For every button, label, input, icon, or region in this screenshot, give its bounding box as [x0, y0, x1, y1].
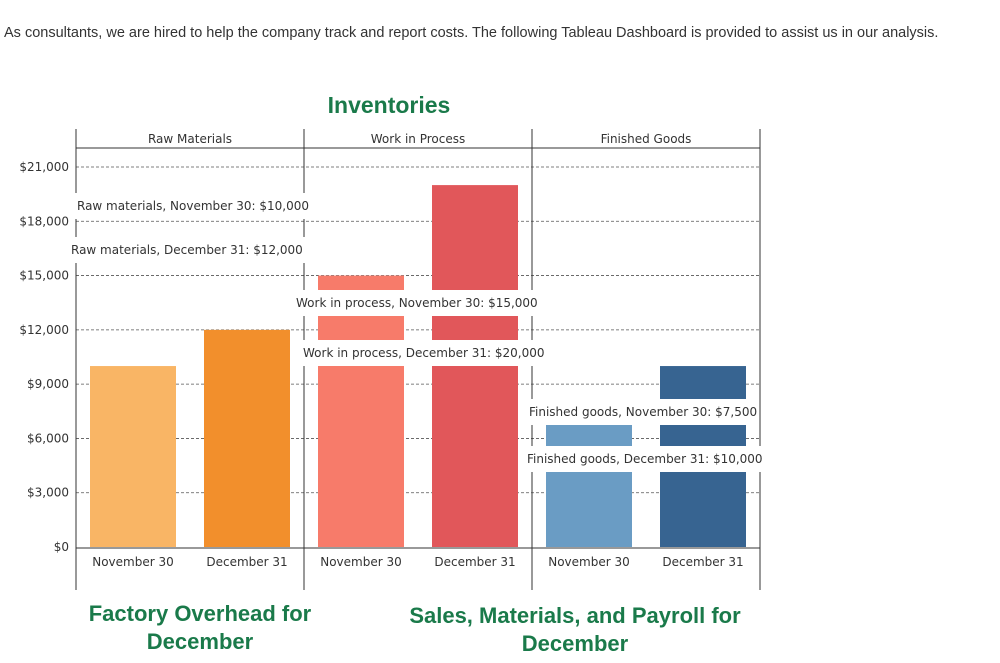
- y-tick-label: $12,000: [19, 323, 69, 337]
- panel-header: Raw Materials: [148, 132, 232, 146]
- annotation-background: [527, 399, 760, 425]
- x-category-label: November 30: [548, 555, 630, 569]
- bar-raw-materials-dec: [204, 329, 290, 547]
- annotation-label: Finished goods, November 30: $7,500: [529, 405, 757, 419]
- annotation-label: Work in process, December 31: $20,000: [303, 346, 545, 360]
- annotation-background: [301, 340, 547, 366]
- y-tick-label: $3,000: [27, 486, 69, 500]
- x-category-label: November 30: [92, 555, 174, 569]
- x-category-label: November 30: [320, 555, 402, 569]
- chart-title: Inventories: [327, 92, 451, 118]
- panel-header: Finished Goods: [601, 132, 692, 146]
- annotation-background: [525, 446, 765, 472]
- y-tick-label: $15,000: [19, 269, 69, 283]
- annotation-label: Work in process, November 30: $15,000: [296, 296, 538, 310]
- intro-text: As consultants, we are hired to help the…: [4, 25, 939, 41]
- x-category-label: December 31: [206, 555, 287, 569]
- y-tick-label: $9,000: [27, 377, 69, 391]
- bar-work-in-process-nov: [318, 275, 404, 547]
- annotation-background: [294, 290, 540, 316]
- y-tick-label: $18,000: [19, 214, 69, 228]
- factory-overhead-title[interactable]: Factory Overhead for December: [88, 601, 312, 654]
- bar-finished-goods-nov: [546, 411, 632, 547]
- inventories-chart: $0 $3,000 $6,000 $9,000 $12,000 $15,000 $18,00…: [19, 129, 765, 590]
- panel-header: Work in Process: [371, 132, 465, 146]
- annotation-label: Finished goods, December 31: $10,000: [527, 452, 763, 466]
- x-category-label: December 31: [662, 555, 743, 569]
- annotation-label: Raw materials, November 30: $10,000: [77, 199, 309, 213]
- annotation-label: Raw materials, December 31: $12,000: [71, 243, 303, 257]
- y-tick-label: $21,000: [19, 160, 69, 174]
- y-tick-label: $0: [54, 540, 69, 554]
- annotation-background: [75, 193, 312, 219]
- y-tick-label: $6,000: [27, 431, 69, 445]
- bar-raw-materials-nov: [90, 366, 176, 547]
- annotation-background: [69, 237, 305, 263]
- bar-work-in-process-dec: [432, 185, 518, 547]
- sales-materials-payroll-title[interactable]: Sales, Materials, and Payroll for Decemb…: [409, 603, 741, 656]
- x-category-label: December 31: [434, 555, 515, 569]
